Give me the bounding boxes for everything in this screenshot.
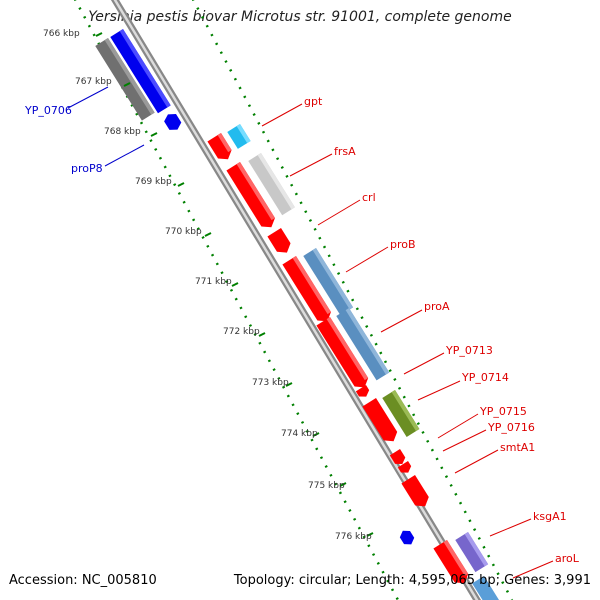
label-leader-line — [317, 199, 361, 226]
feature-yp0714-olive[interactable] — [382, 390, 420, 437]
feature-prob-steelblue[interactable] — [303, 247, 354, 316]
reverse-guide-line — [73, 0, 400, 600]
scale-tick — [312, 432, 320, 437]
scale-label: 769 kbp — [135, 177, 172, 187]
gene-label-yp0713[interactable]: YP_0713 — [445, 344, 493, 357]
gene-crl[interactable] — [267, 228, 293, 257]
label-leader-line — [289, 153, 333, 177]
scale-label: 768 kbp — [104, 127, 141, 137]
gene-label-yp0715[interactable]: YP_0715 — [479, 405, 527, 418]
accession-text: Accession: NC_005810 — [9, 573, 157, 588]
scale-ruler: 766 kbp 767 kbp 768 kbp 769 kbp 770 kbp … — [43, 29, 374, 542]
gene-proa[interactable] — [316, 317, 371, 392]
scale-tick — [123, 82, 131, 87]
gene-frsa[interactable] — [226, 162, 278, 232]
label-leader-line — [454, 449, 499, 474]
scale-label: 776 kbp — [335, 532, 372, 542]
label-leader-line — [512, 560, 554, 579]
gene-label-ksga1[interactable]: ksgA1 — [533, 510, 567, 523]
gene-label-prob[interactable]: proB — [390, 238, 416, 251]
scale-tick — [258, 332, 266, 337]
gene-label-arol[interactable]: aroL — [555, 552, 580, 565]
scale-tick — [95, 32, 103, 37]
gene-prop8[interactable] — [162, 111, 183, 134]
gene-yp0715[interactable] — [389, 449, 408, 467]
gene-label-prop8[interactable]: proP8 — [71, 162, 103, 175]
gene-label-yp0716[interactable]: YP_0716 — [487, 421, 535, 434]
feature-yp0706-gray[interactable] — [95, 38, 155, 121]
gene-reverse-small[interactable] — [398, 528, 417, 548]
gene-label-yp0714[interactable]: YP_0714 — [461, 371, 509, 384]
gene-label-frsa[interactable]: frsA — [334, 145, 356, 158]
scale-label: 770 kbp — [165, 227, 202, 237]
feature-gpt-cyan[interactable] — [227, 123, 251, 149]
left-gene-labels: YP_0706 proP8 — [24, 86, 145, 175]
feature-proa-steelblue[interactable] — [336, 308, 390, 381]
scale-tick — [339, 482, 347, 487]
feature-frsa-gray[interactable] — [248, 153, 295, 216]
scale-tick — [231, 282, 239, 287]
gene-label-yp0706[interactable]: YP_0706 — [24, 104, 72, 117]
scale-tick — [204, 232, 212, 237]
right-gene-labels: gpt frsA crl proB proA YP_0713 YP_0714 Y… — [261, 95, 580, 579]
label-leader-line — [417, 380, 461, 401]
gene-yp0714[interactable] — [362, 398, 400, 445]
scale-label: 767 kbp — [75, 77, 112, 87]
gene-yp0716[interactable] — [397, 461, 413, 476]
gene-label-proa[interactable]: proA — [424, 300, 450, 313]
gene-ksga1[interactable] — [433, 540, 471, 587]
gene-label-smta1[interactable]: smtA1 — [500, 441, 535, 454]
label-leader-line — [345, 246, 389, 273]
scale-label: 774 kbp — [281, 429, 318, 439]
scale-label: 772 kbp — [223, 327, 260, 337]
gene-yp0713[interactable] — [355, 385, 371, 400]
label-leader-line — [442, 429, 487, 452]
scale-label: 775 kbp — [308, 481, 345, 491]
gene-label-gpt[interactable]: gpt — [304, 95, 323, 108]
label-leader-line — [403, 352, 445, 375]
gene-label-crl[interactable]: crl — [362, 191, 376, 204]
label-leader-line — [67, 86, 109, 109]
feature-ksga1-purple[interactable] — [455, 532, 489, 573]
label-leader-line — [437, 413, 479, 439]
scale-tick — [366, 532, 374, 537]
gene-yp0706[interactable] — [110, 29, 171, 114]
label-leader-line — [104, 144, 145, 167]
gene-smta1[interactable] — [401, 475, 432, 511]
feature-arol-blue[interactable] — [472, 576, 506, 600]
gene-prob[interactable] — [282, 256, 334, 326]
label-leader-line — [380, 309, 423, 333]
scale-label: 766 kbp — [43, 29, 80, 39]
scale-tick — [150, 132, 158, 137]
scale-tick — [285, 382, 293, 387]
gene-gpt[interactable] — [207, 133, 234, 164]
label-leader-line — [261, 103, 303, 127]
map-title: Yersinia pestis biovar Microtus str. 910… — [88, 9, 512, 25]
scale-label: 771 kbp — [195, 277, 232, 287]
label-leader-line — [489, 518, 532, 537]
scale-label: 773 kbp — [252, 378, 289, 388]
genome-summary-text: Topology: circular; Length: 4,595,065 bp… — [233, 573, 591, 588]
scale-tick — [177, 182, 185, 187]
